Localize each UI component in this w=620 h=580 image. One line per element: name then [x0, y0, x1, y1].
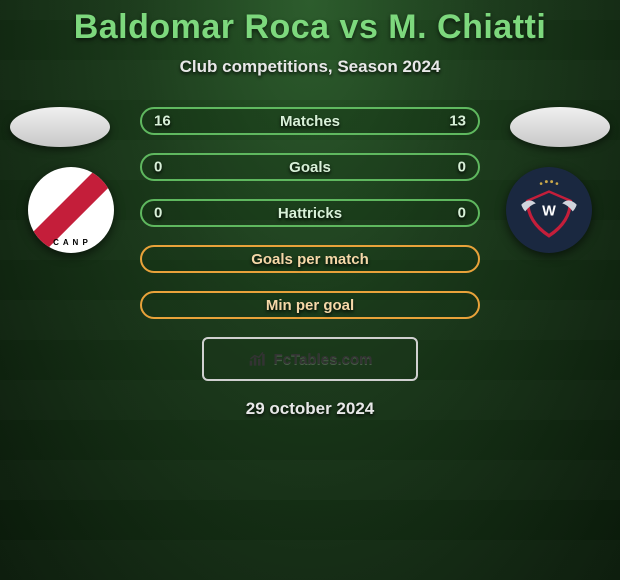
stats-list: 16 Matches 13 0 Goals 0 0 Hattricks 0 Go…: [140, 107, 480, 319]
page-title: Baldomar Roca vs M. Chiatti: [0, 8, 620, 47]
stat-value-left: 0: [154, 159, 162, 176]
stat-row-goals-per-match: Goals per match: [140, 245, 480, 273]
main-area: C A N P W 16 Matches 13 0 Goals 0: [0, 107, 620, 419]
stat-label: Min per goal: [266, 297, 354, 314]
badge-left-graphic: C A N P: [28, 167, 114, 253]
team-badge-right: W: [506, 167, 592, 253]
stat-value-left: 0: [154, 205, 162, 222]
stat-value-right: 0: [458, 159, 466, 176]
chart-icon: [248, 350, 268, 368]
comparison-card: Baldomar Roca vs M. Chiatti Club competi…: [0, 0, 620, 419]
stat-row-goals: 0 Goals 0: [140, 153, 480, 181]
stat-label: Matches: [280, 113, 340, 130]
stat-value-right: 0: [458, 205, 466, 222]
stat-label: Goals per match: [251, 251, 369, 268]
player-photo-right: [510, 107, 610, 147]
team-badge-left: C A N P: [28, 167, 114, 253]
watermark-text: FcTables.com: [274, 351, 373, 368]
stat-row-matches: 16 Matches 13: [140, 107, 480, 135]
stat-value-left: 16: [154, 113, 171, 130]
stat-row-min-per-goal: Min per goal: [140, 291, 480, 319]
watermark-box: FcTables.com: [202, 337, 418, 381]
player-photo-left: [10, 107, 110, 147]
svg-text:W: W: [542, 203, 556, 219]
stat-label: Goals: [289, 159, 331, 176]
date-text: 29 october 2024: [0, 399, 620, 419]
stat-label: Hattricks: [278, 205, 342, 222]
stat-row-hattricks: 0 Hattricks 0: [140, 199, 480, 227]
stat-value-right: 13: [449, 113, 466, 130]
badge-right-graphic: W: [516, 177, 582, 243]
subtitle: Club competitions, Season 2024: [0, 57, 620, 77]
